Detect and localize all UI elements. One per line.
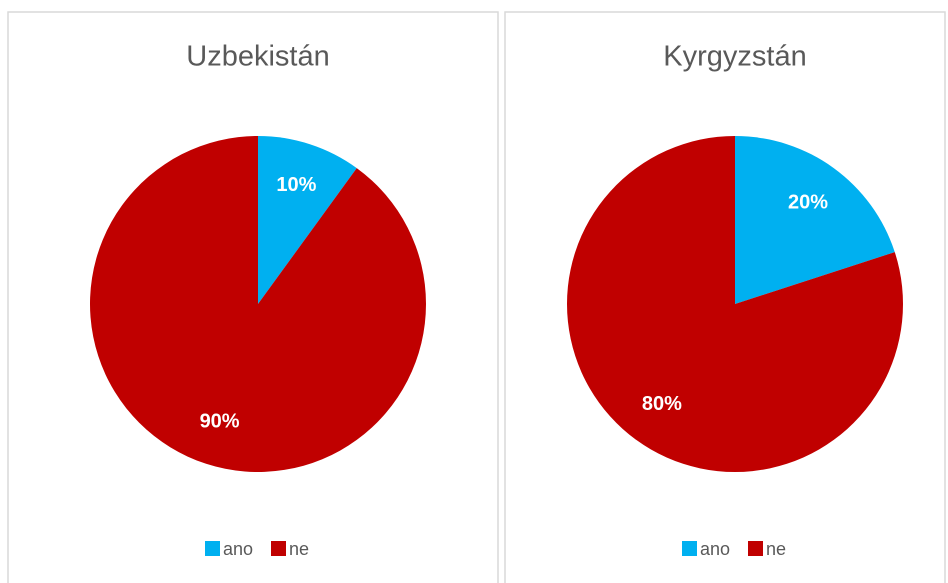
pie-slice — [258, 136, 357, 304]
legend-swatch — [748, 541, 763, 556]
data-label: 20% — [788, 192, 828, 214]
pie-slice — [90, 136, 427, 472]
pie-slice — [735, 136, 895, 304]
legend-label: ano — [700, 539, 730, 559]
data-label: 10% — [276, 174, 316, 196]
pie-slice — [567, 136, 903, 473]
legend-label: ne — [766, 539, 786, 559]
chart-title: Kyrgyzstán — [663, 41, 806, 73]
legend-label: ne — [289, 539, 309, 559]
legend-swatch — [271, 541, 286, 556]
chart-title: Uzbekistán — [186, 41, 329, 73]
legend-swatch — [205, 541, 220, 556]
data-label: 80% — [642, 393, 682, 415]
legend-label: ano — [223, 539, 253, 559]
data-label: 90% — [200, 411, 240, 433]
legend-swatch — [682, 541, 697, 556]
